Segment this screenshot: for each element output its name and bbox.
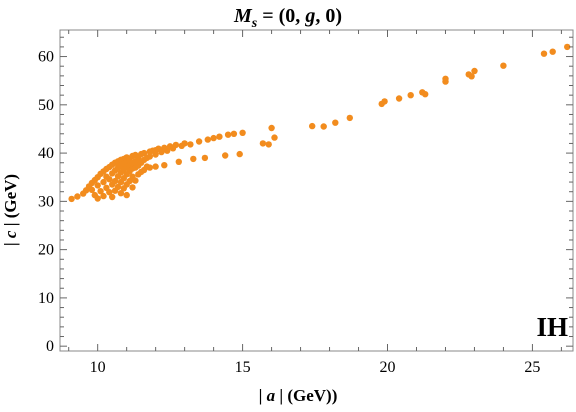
y-tick-label: 50: [38, 97, 54, 114]
data-point: [224, 131, 232, 138]
x-tick-label: 25: [524, 359, 540, 376]
x-tick-label: 15: [235, 359, 251, 376]
data-point: [230, 130, 238, 137]
data-point: [74, 193, 81, 200]
data-point: [190, 155, 197, 163]
data-point: [236, 150, 243, 158]
y-tick-label: 0: [46, 338, 54, 355]
data-point: [114, 183, 122, 191]
data-point: [94, 182, 101, 189]
data-point: [129, 184, 136, 191]
data-point: [540, 50, 548, 57]
data-point: [259, 140, 267, 147]
data-point: [106, 189, 113, 196]
data-point: [395, 95, 403, 102]
data-point: [471, 67, 478, 75]
data-point: [564, 43, 571, 51]
data-point: [117, 190, 125, 197]
data-point: [97, 188, 104, 195]
data-point: [210, 134, 217, 142]
data-point: [239, 129, 246, 136]
data-point: [442, 75, 449, 83]
axes-frame: [59, 29, 574, 352]
data-point: [152, 151, 159, 158]
data-points: [68, 43, 571, 203]
data-point: [204, 136, 211, 143]
data-point: [161, 162, 168, 169]
data-point: [346, 114, 353, 122]
data-point: [123, 191, 130, 199]
plot-frame: [59, 29, 574, 352]
x-tick-label: 20: [380, 359, 396, 376]
data-point: [111, 177, 119, 185]
data-point: [216, 133, 223, 140]
data-point: [381, 98, 388, 105]
data-point: [201, 154, 209, 162]
data-point: [172, 141, 180, 149]
data-point: [109, 193, 116, 201]
data-point: [175, 158, 182, 165]
data-point: [100, 178, 107, 186]
data-point: [152, 163, 159, 170]
data-point: [106, 176, 113, 183]
data-point: [320, 123, 327, 130]
data-point: [268, 124, 275, 132]
data-point: [271, 134, 278, 141]
data-point: [88, 186, 96, 193]
data-point: [332, 119, 339, 126]
y-tick-label: 40: [38, 145, 54, 162]
data-point: [146, 153, 153, 160]
data-point: [140, 149, 148, 157]
x-tick-label: 10: [90, 359, 106, 376]
axis-ticks: 10 15 20 25 0 10 20 30 40 50 60: [38, 30, 573, 376]
data-point: [309, 122, 316, 130]
data-point: [468, 73, 475, 80]
data-point: [146, 164, 153, 171]
y-tick-label: 10: [38, 290, 54, 307]
y-tick-label: 60: [38, 49, 54, 66]
data-point: [187, 141, 194, 148]
data-point: [181, 140, 188, 147]
data-point: [68, 195, 75, 203]
data-point: [132, 177, 139, 184]
y-tick-label: 20: [38, 242, 54, 259]
ordering-annotation: IH: [536, 312, 568, 342]
y-tick-label: 30: [38, 193, 54, 210]
data-point: [500, 62, 507, 69]
data-point: [94, 195, 101, 202]
data-point: [407, 92, 414, 99]
x-axis-label: | a | (GeV)): [259, 386, 338, 405]
data-point: [222, 152, 229, 159]
chart-title: Ms = (0, g, 0): [233, 5, 342, 31]
y-axis-label: | c | (GeV): [1, 174, 20, 246]
data-point: [100, 192, 107, 200]
data-point: [265, 141, 272, 148]
data-point: [422, 91, 429, 98]
data-point: [195, 138, 203, 145]
data-point: [549, 48, 556, 55]
